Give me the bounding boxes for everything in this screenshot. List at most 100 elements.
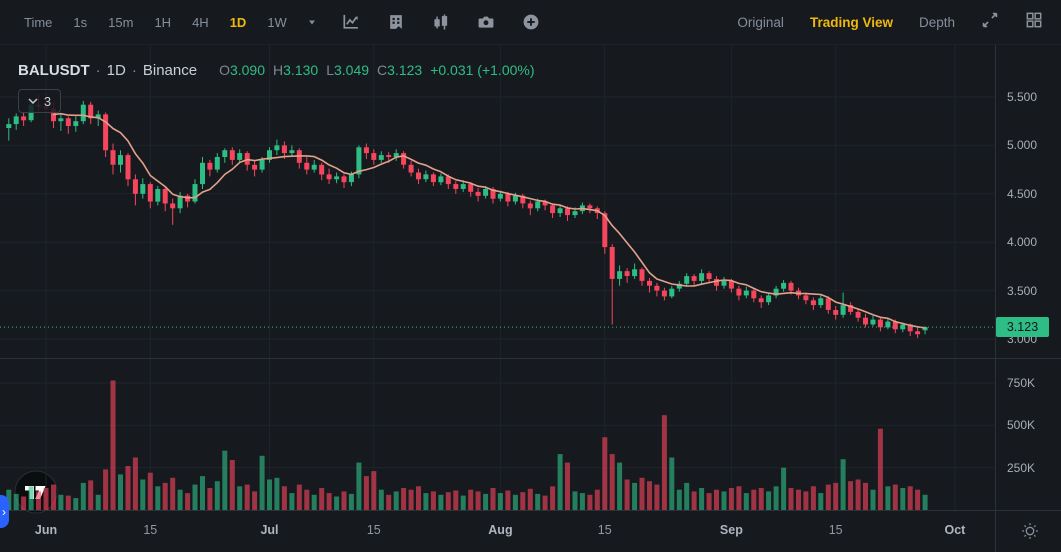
candle <box>140 184 146 194</box>
candle <box>6 124 12 128</box>
view-depth[interactable]: Depth <box>918 14 955 30</box>
price-axis-label[interactable]: 3.500 <box>1007 283 1038 298</box>
axis-settings-icon[interactable] <box>1019 520 1041 542</box>
price-axis-label[interactable]: 4.000 <box>1007 235 1038 250</box>
volume-bar <box>386 494 392 510</box>
time-axis-label[interactable]: Jun <box>34 523 58 537</box>
time-axis-label[interactable]: Aug <box>488 523 513 537</box>
volume-bar <box>863 482 868 510</box>
volume-bar <box>721 491 727 510</box>
interval-label: 1D <box>106 62 126 79</box>
candle <box>155 189 161 202</box>
volume-bar <box>803 491 809 510</box>
volume-bar <box>728 488 734 510</box>
candle <box>416 172 421 180</box>
time-axis-label[interactable]: Jul <box>260 523 279 537</box>
candle <box>80 104 86 122</box>
interval-1s[interactable]: 1s <box>73 14 88 30</box>
candle <box>855 311 861 318</box>
candle <box>647 280 652 286</box>
candle <box>289 150 295 154</box>
interval-group: Time 1s 15m 1H 4H 1D 1W <box>24 15 318 30</box>
time-axis-label[interactable]: 15 <box>143 523 158 537</box>
add-circle-icon[interactable] <box>522 13 540 31</box>
volume-bar <box>185 493 191 510</box>
volume-bar <box>296 484 302 510</box>
candle <box>371 153 377 160</box>
candle <box>363 147 369 154</box>
price-axis-label[interactable]: 5.500 <box>1007 90 1038 104</box>
volume-bar <box>401 488 407 510</box>
candlestick-chart-canvas[interactable] <box>0 45 1061 552</box>
volume-bar <box>468 489 474 510</box>
candle <box>475 191 481 196</box>
volume-bar <box>356 462 362 510</box>
layout-grid-icon[interactable] <box>1025 11 1043 34</box>
time-axis-label[interactable]: Oct <box>944 523 966 537</box>
candle <box>110 150 116 165</box>
volume-bar <box>907 486 913 510</box>
volume-bar <box>326 493 332 510</box>
interval-15m[interactable]: 15m <box>108 14 134 30</box>
volume-bar <box>341 491 347 510</box>
volume-bar <box>110 380 116 510</box>
candle <box>885 321 891 328</box>
candle <box>58 118 64 122</box>
view-trading-view[interactable]: Trading View <box>809 14 893 30</box>
view-original[interactable]: Original <box>737 14 784 30</box>
time-axis-label[interactable]: 15 <box>597 523 612 537</box>
interval-dropdown-caret-icon[interactable] <box>306 16 318 28</box>
candle <box>915 331 921 335</box>
candle <box>147 184 153 202</box>
volume-bar <box>684 482 690 510</box>
interval-1d[interactable]: 1D <box>229 14 247 30</box>
volume-axis-label[interactable]: 750K <box>1007 376 1036 390</box>
volume-bar <box>21 496 27 510</box>
time-axis-label[interactable]: 15 <box>366 523 381 537</box>
volume-bar <box>490 488 496 510</box>
expand-fullscreen-icon[interactable] <box>981 11 999 34</box>
volume-bar <box>118 474 123 510</box>
volume-bar <box>80 482 86 510</box>
candle <box>617 271 623 279</box>
volume-bar <box>244 484 250 510</box>
price-axis-label[interactable]: 4.500 <box>1007 186 1038 201</box>
candle <box>326 174 332 180</box>
ohlc-readout: O3.090 H3.130 L3.049 C3.123 <box>219 62 423 78</box>
toolbar-icon-group <box>342 13 540 31</box>
candle <box>721 280 727 286</box>
interval-1h[interactable]: 1H <box>154 14 172 30</box>
volume-bar <box>542 495 548 510</box>
candle <box>430 174 436 183</box>
volume-bar <box>177 489 183 510</box>
volume-bar <box>781 467 787 510</box>
volume-bar <box>460 495 466 510</box>
volume-axis-label[interactable]: 250K <box>1007 460 1036 475</box>
volume-bar <box>535 493 541 510</box>
candle <box>691 276 697 281</box>
volume-bar <box>28 486 34 510</box>
volume-axis-label[interactable]: 500K <box>1007 418 1036 433</box>
candle <box>311 164 317 170</box>
volume-bar <box>706 493 712 510</box>
candle <box>848 305 854 312</box>
kline-chart-icon[interactable] <box>342 13 360 31</box>
candle <box>877 319 883 328</box>
volume-bar <box>647 481 652 510</box>
camera-snapshot-icon[interactable] <box>477 13 495 31</box>
panel-expand-tab[interactable]: › <box>0 495 9 528</box>
indicators-icon[interactable] <box>432 13 450 31</box>
orderbook-grid-icon[interactable] <box>387 13 405 31</box>
interval-4h[interactable]: 4H <box>192 14 209 30</box>
candle <box>661 290 667 297</box>
volume-bar <box>877 428 883 510</box>
volume-bar <box>520 492 526 510</box>
time-axis-label[interactable]: 15 <box>828 523 843 537</box>
indicators-collapse-badge[interactable]: 3 <box>18 89 61 113</box>
interval-1w[interactable]: 1W <box>267 14 287 30</box>
time-interval-menu[interactable]: Time <box>24 14 53 30</box>
price-axis-label[interactable]: 5.000 <box>1007 138 1038 153</box>
time-axis-label[interactable]: Sep <box>719 523 743 537</box>
volume-bar <box>922 494 928 510</box>
